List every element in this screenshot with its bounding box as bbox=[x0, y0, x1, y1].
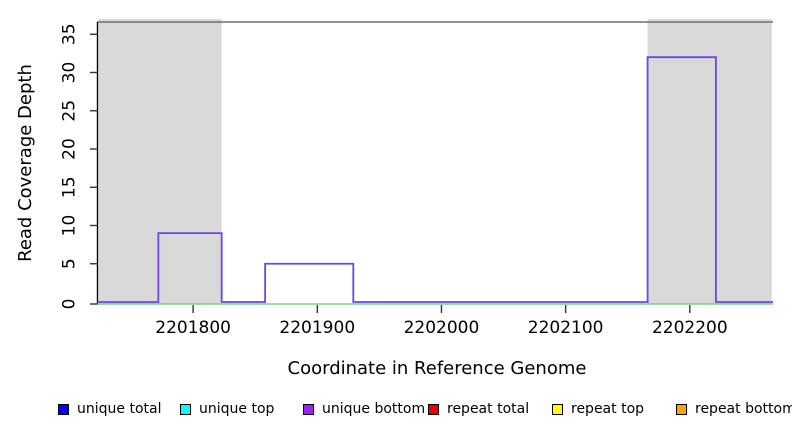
legend-swatch-icon bbox=[676, 403, 687, 415]
x-tick-label: 2201800 bbox=[155, 318, 231, 338]
legend-swatch-icon bbox=[428, 403, 439, 415]
legend-item-repeat-total: repeat total bbox=[428, 399, 529, 419]
legend-swatch-icon bbox=[303, 403, 314, 415]
chart-render-layer: 0 5 10 15 20 25 30 35 2201800 2201900 2202000 22021… bbox=[60, 19, 773, 338]
legend-swatch-icon bbox=[58, 403, 69, 415]
y-tick-label: 15 bbox=[60, 176, 80, 198]
y-tick-label: 10 bbox=[60, 215, 80, 237]
x-tick-label: 2202100 bbox=[528, 318, 604, 338]
right-shaded-region bbox=[647, 19, 772, 304]
y-tick-label: 25 bbox=[60, 100, 80, 122]
x-tick-label: 2202000 bbox=[404, 318, 480, 338]
x-tick-label: 2202200 bbox=[652, 318, 728, 338]
legend-label: repeat bottom bbox=[695, 401, 792, 417]
legend-label: unique top bbox=[199, 401, 275, 417]
legend-swatch-icon bbox=[552, 403, 563, 415]
y-tick-label: 30 bbox=[60, 62, 80, 84]
y-tick-label: 0 bbox=[60, 299, 80, 310]
legend-swatch-icon bbox=[180, 403, 191, 415]
chart-legend: unique total unique top unique bottom repea… bbox=[0, 399, 792, 425]
y-axis-title: Read Coverage Depth bbox=[15, 64, 36, 262]
x-tick-label: 2201900 bbox=[279, 318, 355, 338]
legend-item-unique-top: unique top bbox=[180, 399, 274, 419]
y-tick-label: 5 bbox=[60, 258, 80, 269]
legend-label: unique bottom bbox=[322, 401, 426, 417]
legend-item-repeat-top: repeat top bbox=[552, 399, 644, 419]
legend-label: repeat total bbox=[447, 401, 530, 417]
coverage-step-line bbox=[97, 56, 773, 303]
y-tick-label: 35 bbox=[60, 23, 80, 45]
legend-item-repeat-bottom: repeat bottom bbox=[676, 399, 792, 419]
legend-item-unique-total: unique total bbox=[58, 399, 161, 419]
legend-label: repeat top bbox=[571, 401, 645, 417]
y-tick-label: 20 bbox=[60, 138, 80, 160]
coverage-chart: 0 5 10 15 20 25 30 35 2201800 2201900 2202000 22021… bbox=[15, 19, 773, 379]
legend-label: unique total bbox=[77, 401, 162, 417]
legend-item-unique-bottom: unique bottom bbox=[303, 399, 425, 419]
left-shaded-region bbox=[98, 19, 222, 304]
x-axis-title: Coordinate in Reference Genome bbox=[288, 358, 587, 379]
